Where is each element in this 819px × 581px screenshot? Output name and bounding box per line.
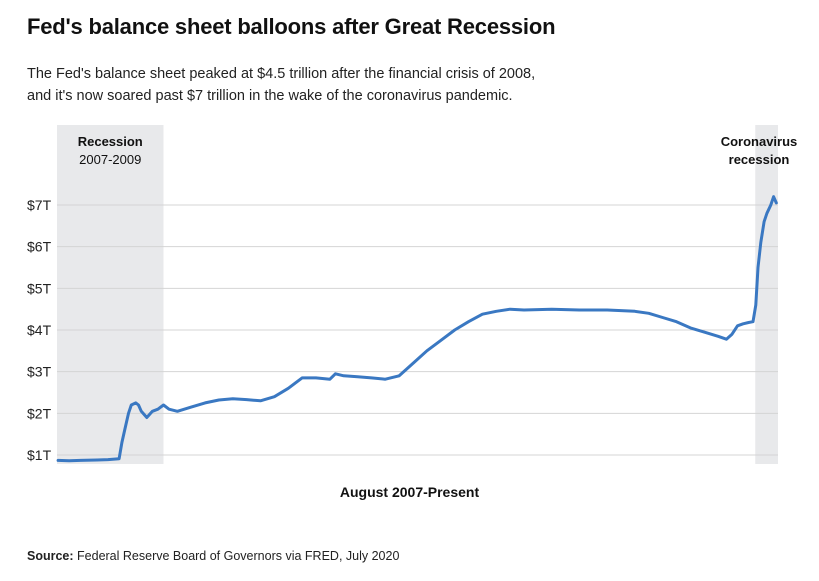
- y-tick-label-2: $2T: [27, 405, 52, 421]
- source-label: Source:: [27, 549, 74, 563]
- recession-shading: [57, 125, 778, 464]
- recession-label-1-line-1: Recession: [78, 134, 143, 149]
- y-tick-label-5: $5T: [27, 280, 52, 296]
- recession-label-2-line-1: Coronavirus: [721, 134, 798, 149]
- recession-label-1-line-2: 2007-2009: [79, 152, 141, 167]
- y-axis-ticks: $1T $2T $3T $4T $5T $6T $7T: [27, 197, 52, 463]
- y-tick-label-7: $7T: [27, 197, 52, 213]
- recession-band-2: [755, 125, 778, 464]
- chart-subtitle: The Fed's balance sheet peaked at $4.5 t…: [27, 63, 627, 107]
- gridlines: [57, 204, 778, 456]
- subtitle-line-1: The Fed's balance sheet peaked at $4.5 t…: [27, 66, 536, 82]
- x-axis-label: August 2007-Present: [339, 484, 480, 500]
- y-tick-label-6: $6T: [27, 239, 52, 255]
- recession-labels: Recession 2007-2009 Coronavirus recession: [78, 134, 798, 167]
- source-text: Federal Reserve Board of Governors via F…: [77, 549, 400, 563]
- subtitle-line-2: and it's now soared past $7 trillion in …: [27, 88, 513, 104]
- chart-title: Fed's balance sheet balloons after Great…: [27, 14, 556, 39]
- y-tick-label-3: $3T: [27, 364, 52, 380]
- y-tick-label-4: $4T: [27, 322, 52, 338]
- y-tick-label-1: $1T: [27, 447, 52, 463]
- recession-label-2-line-2: recession: [729, 152, 790, 167]
- balance-sheet-line: [56, 195, 778, 463]
- recession-band-1: [57, 125, 164, 464]
- source-note: Source: Federal Reserve Board of Governo…: [27, 549, 399, 563]
